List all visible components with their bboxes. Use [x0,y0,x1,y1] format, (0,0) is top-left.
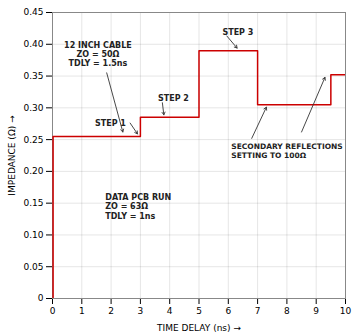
svg-text:IMPEDANCE (Ω) →: IMPEDANCE (Ω) → [7,115,17,196]
svg-text:6: 6 [225,306,231,316]
svg-text:STEP 3: STEP 3 [222,28,253,37]
svg-text:DATA PCB RUNZO = 63ΩTDLY = 1ns: DATA PCB RUNZO = 63ΩTDLY = 1ns [105,193,171,220]
svg-text:5: 5 [196,306,202,316]
svg-text:9: 9 [313,306,319,316]
svg-text:12 INCH CABLEZO = 50ΩTDLY = 1.: 12 INCH CABLEZO = 50ΩTDLY = 1.5ns [64,41,132,68]
svg-text:STEP 1: STEP 1 [95,119,126,128]
svg-text:0: 0 [50,306,56,316]
svg-text:0.35: 0.35 [23,71,43,81]
svg-text:1: 1 [79,306,85,316]
svg-text:SECONDARY REFLECTIONSSETTING T: SECONDARY REFLECTIONSSETTING TO 100Ω [231,142,343,160]
svg-text:0.25: 0.25 [23,134,43,144]
svg-text:7: 7 [255,306,261,316]
svg-text:2: 2 [108,306,114,316]
svg-text:0.20: 0.20 [23,166,43,176]
svg-text:TIME DELAY (ns) →: TIME DELAY (ns) → [156,323,241,333]
svg-text:0: 0 [38,293,44,303]
svg-text:4: 4 [167,306,173,316]
svg-text:10: 10 [340,306,352,316]
svg-text:0.10: 0.10 [23,230,43,240]
svg-text:3: 3 [138,306,144,316]
svg-text:STEP 2: STEP 2 [158,94,189,103]
svg-text:0.40: 0.40 [23,39,43,49]
svg-text:0.05: 0.05 [23,262,43,272]
svg-text:8: 8 [284,306,290,316]
svg-text:0.30: 0.30 [23,103,43,113]
svg-text:0.15: 0.15 [23,198,43,208]
svg-text:0.45: 0.45 [23,7,43,17]
